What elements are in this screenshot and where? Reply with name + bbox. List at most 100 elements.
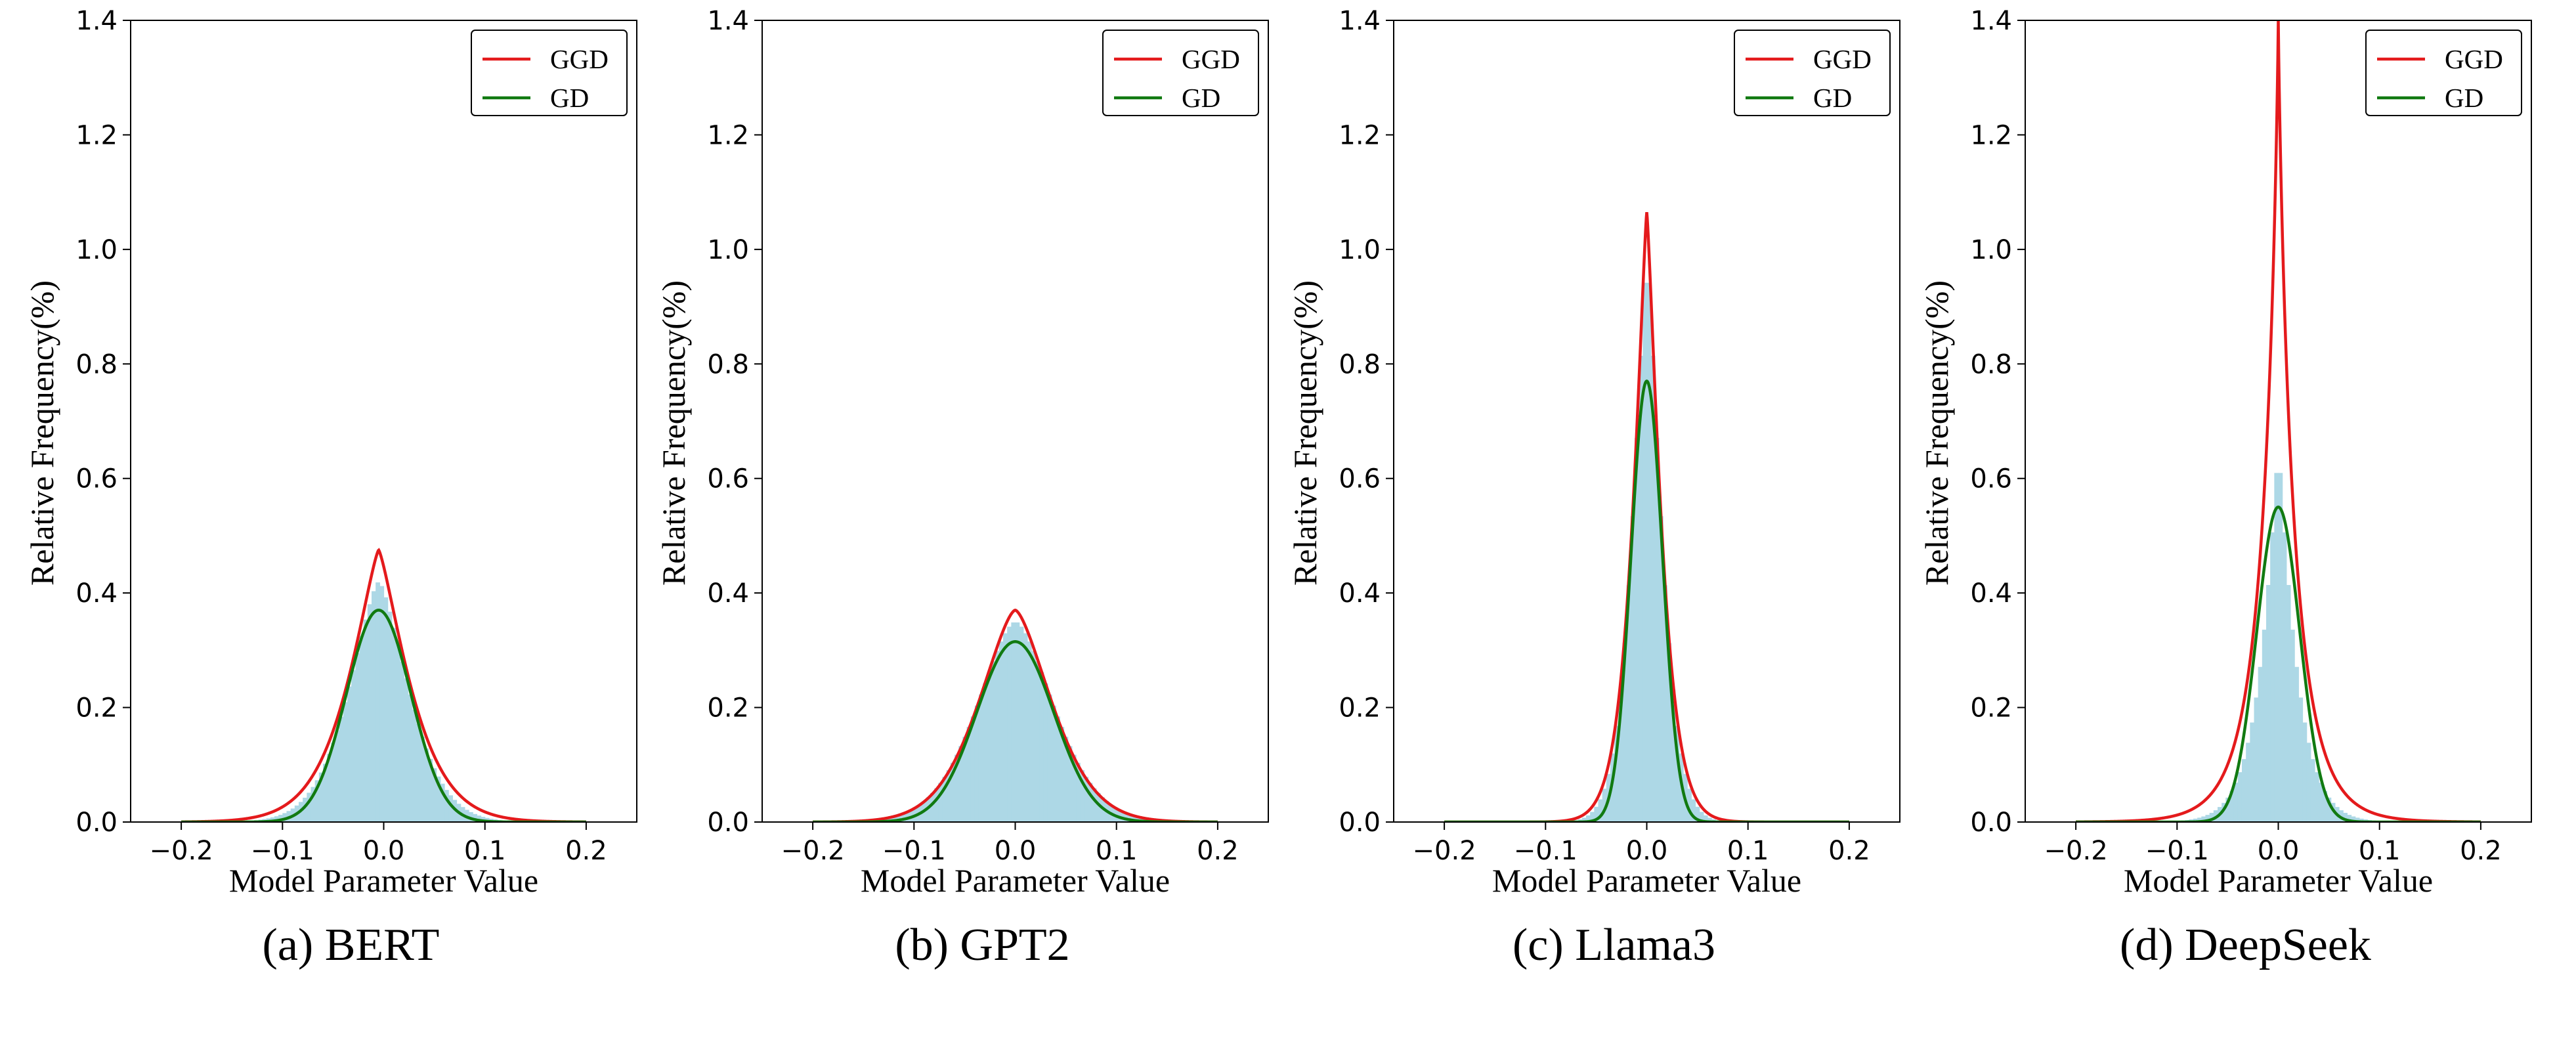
histogram-bar <box>2286 584 2291 822</box>
y-tick-label: 0.0 <box>75 808 118 838</box>
histogram-bar <box>303 797 307 822</box>
histogram-bar <box>2355 817 2360 822</box>
histogram-bar <box>363 619 368 822</box>
y-tick-label: 1.0 <box>1970 235 2012 265</box>
legend-box <box>471 30 628 116</box>
y-tick-label: 1.4 <box>1339 6 1381 36</box>
histogram-bar <box>2278 473 2283 822</box>
y-tick-label: 0.2 <box>75 693 118 724</box>
histogram-bar <box>2262 630 2267 822</box>
histogram-bar <box>477 815 482 822</box>
histogram-bar <box>1642 282 1648 822</box>
histogram-bar <box>432 768 437 822</box>
histogram-bar <box>1063 737 1069 822</box>
histogram-bar <box>987 672 992 822</box>
histogram-bar <box>351 670 356 822</box>
histogram-bar <box>367 604 372 822</box>
histogram-bar <box>1630 516 1635 822</box>
histogram-bar <box>1703 815 1708 822</box>
histogram-bar <box>278 815 283 822</box>
histogram-bar <box>995 651 1000 822</box>
histogram-bar <box>1581 817 1587 822</box>
histogram-bar <box>416 724 421 822</box>
legend: GGD GD <box>471 30 628 116</box>
x-tick-label: 0.1 <box>1727 836 1769 866</box>
histogram-bar <box>1035 661 1041 822</box>
histogram-bar <box>2197 817 2202 822</box>
histogram-bar <box>473 813 477 822</box>
histogram-bar <box>2246 743 2250 822</box>
histogram-bar <box>1060 727 1065 822</box>
plot-area <box>813 608 1218 822</box>
histogram-bar <box>408 694 413 822</box>
histogram-bar <box>1125 813 1129 822</box>
histogram-bar <box>307 792 312 822</box>
histogram-bar <box>946 769 951 822</box>
histogram-bar <box>1007 626 1012 822</box>
histogram-bar <box>355 653 360 822</box>
x-tick-label: −0.2 <box>2044 836 2108 866</box>
plot-area <box>181 548 586 822</box>
y-tick-label: 0.4 <box>1970 578 2012 609</box>
histogram-bar <box>1043 683 1048 822</box>
histogram-bar <box>2201 816 2206 822</box>
panel-caption: (b) GPT2 <box>895 920 1069 970</box>
histogram-bar <box>2241 759 2246 822</box>
histogram-bar <box>1071 754 1077 822</box>
histogram-bar <box>387 611 393 822</box>
histogram-bar <box>311 787 316 822</box>
histogram-bar <box>998 641 1004 822</box>
y-tick-label: 0.2 <box>1339 693 1381 724</box>
y-tick-label: 0.8 <box>707 349 749 379</box>
histogram <box>1557 282 1736 822</box>
chart-panel-2: −0.2 −0.1 0.0 0.1 0.2 0.0 0.2 0.4 0.6 0.8 1.0 1.2 1.… <box>655 6 1269 970</box>
histogram-bar <box>335 730 340 822</box>
chart-panel-3: −0.2 −0.1 0.0 0.1 0.2 0.0 0.2 0.4 0.6 0.8 1.0 1.2 1.… <box>1287 6 1900 970</box>
y-axis-label: Relative Frequency(%) <box>655 280 692 586</box>
legend-label: GGD <box>1813 44 1872 74</box>
histogram-bar <box>322 764 328 822</box>
panel-caption: (a) BERT <box>263 920 440 970</box>
histogram-bar <box>1590 812 1595 822</box>
histogram-bar <box>1594 806 1599 822</box>
histogram-bar <box>448 795 453 822</box>
histogram-bar <box>942 777 947 822</box>
histogram-bar <box>1002 633 1008 822</box>
y-tick-label: 0.6 <box>707 464 749 494</box>
legend-label: GGD <box>550 44 609 74</box>
histogram-bar <box>1659 516 1664 822</box>
y-tick-label: 1.0 <box>707 235 749 265</box>
histogram-bar <box>1031 651 1036 822</box>
histogram-bar <box>444 790 449 822</box>
x-tick-label: −0.1 <box>251 836 314 866</box>
histogram-bar <box>1092 788 1097 822</box>
histogram-bar <box>2265 584 2271 822</box>
legend: GGD GD <box>1734 30 1891 116</box>
curve-gd <box>1444 379 1849 822</box>
histogram-bar <box>2302 722 2308 822</box>
y-axis-label: Relative Frequency(%) <box>1287 280 1323 586</box>
histogram-bar <box>396 644 400 822</box>
histogram-bar <box>2310 759 2315 822</box>
histogram-bar <box>314 780 320 822</box>
y-tick-label: 1.2 <box>707 120 749 150</box>
histogram-bar <box>400 661 404 822</box>
histogram-bar <box>966 727 972 822</box>
y-tick-label: 1.0 <box>75 235 118 265</box>
histogram-bar <box>327 754 332 822</box>
histogram-bar <box>978 694 983 822</box>
histogram-bar <box>934 788 939 822</box>
histogram-bar <box>1699 812 1704 822</box>
y-tick-label: 0.6 <box>1339 464 1381 494</box>
y-tick-label: 0.6 <box>75 464 118 494</box>
histogram-bar <box>1639 355 1643 822</box>
legend-box <box>1734 30 1891 116</box>
y-tick-label: 0.4 <box>75 578 118 609</box>
legend-label: GGD <box>2445 44 2503 74</box>
x-tick-label: 0.2 <box>565 836 607 866</box>
histogram-bar <box>1096 792 1101 822</box>
histogram-bar <box>2347 815 2352 822</box>
legend-label: GD <box>550 83 589 113</box>
histogram-bar <box>1585 815 1591 822</box>
histogram-bar <box>2351 816 2356 822</box>
